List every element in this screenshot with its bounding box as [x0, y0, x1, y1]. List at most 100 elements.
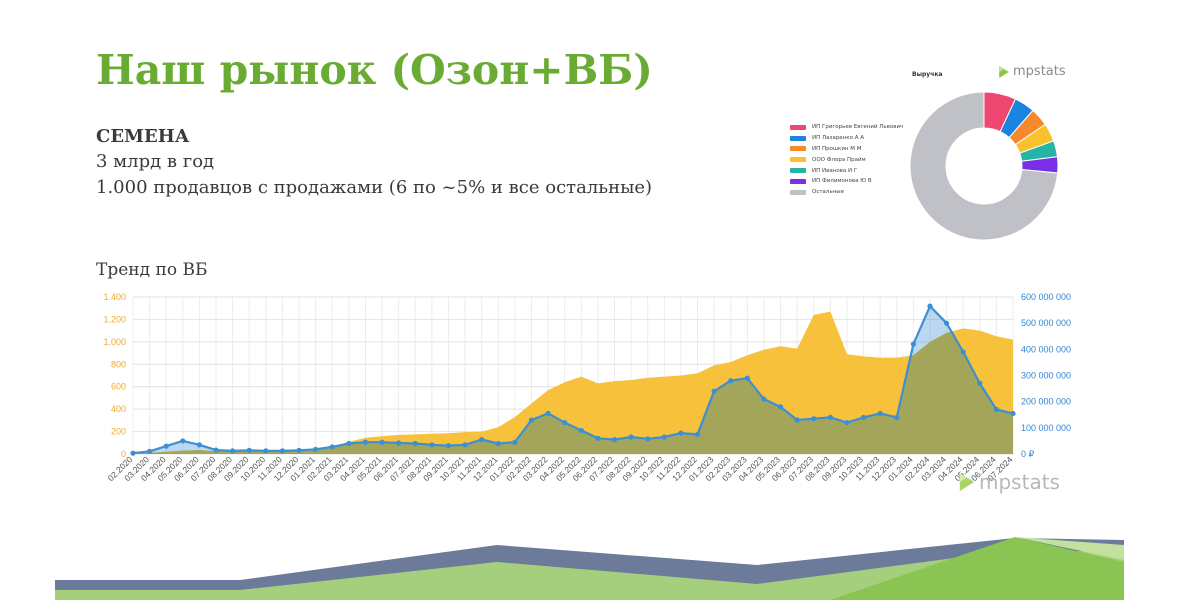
right-tick-label: 500 000 000	[1021, 318, 1071, 328]
revenue-point-04.2020	[163, 443, 169, 449]
revenue-point-09.2023	[844, 420, 850, 426]
revenue-point-05.2024	[977, 380, 983, 386]
revenue-point-11.2020	[279, 448, 286, 454]
revenue-point-02.2022	[528, 417, 535, 423]
legend-label: ИП Иванова И Г	[812, 167, 858, 174]
legend-item-5: ИП Филимонова Ю В	[790, 176, 903, 187]
brand-logo-top: mpstats	[998, 64, 1066, 79]
legend-label: ООО Флора Прайм	[812, 156, 866, 163]
left-tick-label: 400	[111, 404, 126, 414]
revenue-point-04.2021	[362, 439, 369, 445]
revenue-point-11.2021	[479, 437, 485, 443]
donut-svg	[909, 91, 1059, 241]
revenue-point-05.2022	[578, 427, 584, 434]
legend-item-1: ИП Лазаренко А А	[790, 133, 903, 144]
info-heading: СЕМЕНА	[96, 126, 190, 147]
revenue-point-06.2024	[993, 406, 999, 413]
legend-item-2: ИП Прошкин М М	[790, 144, 903, 155]
right-axis-ticks: 0 ₽ 100 000 000 200 000 000 300 000 000 400 …	[1021, 292, 1071, 459]
revenue-point-07.2023	[811, 416, 817, 422]
legend-swatch	[790, 157, 806, 163]
revenue-point-10.2020	[263, 448, 269, 454]
right-tick-label: 0 ₽	[1021, 449, 1035, 459]
info-line-sellers: 1.000 продавцов с продажами (6 по ~5% и …	[96, 177, 653, 198]
brand-name-bottom: mpstats	[979, 470, 1060, 494]
left-tick-label: 200	[111, 427, 126, 437]
revenue-point-03.2024	[943, 320, 950, 326]
revenue-point-03.2020	[147, 448, 153, 454]
legend-label: Остальные	[812, 189, 845, 196]
revenue-point-09.2020	[246, 447, 252, 453]
revenue-point-04.2024	[960, 349, 966, 355]
left-tick-label: 1.000	[103, 337, 126, 347]
left-axis-ticks: 0 200 400 600 800 1.000 1.200 1.400	[103, 292, 126, 459]
donut-slice-6	[909, 91, 1059, 241]
mpstats-logo-icon	[999, 65, 1009, 78]
revenue-point-12.2022	[694, 431, 701, 437]
right-tick-label: 400 000 000	[1021, 344, 1071, 354]
revenue-point-01.2023	[711, 388, 717, 394]
revenue-point-07.2021	[412, 440, 418, 447]
revenue-point-01.2022	[512, 439, 518, 445]
legend-swatch	[790, 146, 806, 152]
left-tick-label: 0	[121, 449, 126, 459]
footer-light-green-band	[55, 550, 1124, 600]
legend-label: ИП Лазаренко А А	[812, 135, 864, 142]
revenue-point-04.2023	[761, 396, 767, 402]
footer-green-peak	[830, 537, 1124, 600]
revenue-points	[130, 303, 1016, 456]
revenue-point-11.2022	[678, 430, 684, 436]
revenue-point-06.2021	[396, 440, 402, 446]
left-tick-label: 800	[111, 359, 126, 369]
revenue-point-09.2022	[645, 436, 651, 442]
revenue-line	[132, 305, 1014, 455]
brand-name-top: mpstats	[1013, 64, 1066, 79]
revenue-point-12.2020	[296, 447, 302, 453]
trend-label: Тренд по ВБ	[96, 260, 208, 280]
legend-label: ИП Филимонова Ю В	[812, 178, 872, 185]
legend-item-3: ООО Флора Прайм	[790, 154, 903, 165]
left-tick-label: 600	[111, 382, 126, 392]
revenue-point-07.2020	[213, 447, 219, 453]
revenue-point-05.2020	[180, 438, 186, 444]
revenue-point-03.2021	[346, 440, 352, 447]
revenue-point-11.2023	[877, 410, 883, 417]
revenue-point-04.2022	[562, 420, 568, 426]
revenue-point-08.2020	[230, 448, 236, 454]
revenue-point-01.2024	[910, 341, 916, 347]
revenue-point-12.2023	[894, 414, 900, 420]
revenue-point-02.2024	[927, 303, 933, 309]
right-tick-label: 100 000 000	[1021, 423, 1071, 433]
revenue-point-02.2023	[728, 378, 734, 384]
revenue-point-03.2023	[744, 375, 750, 381]
revenue-point-05.2021	[379, 439, 385, 445]
mpstats-logo-icon	[959, 473, 975, 491]
legend-swatch	[790, 135, 806, 141]
revenue-point-06.2022	[595, 435, 601, 441]
slide-title: Наш рынок (Озон+ВБ)	[96, 46, 653, 94]
revenue-point-09.2021	[445, 443, 452, 449]
legend-swatch	[790, 178, 806, 184]
legend-item-6: Остальные	[790, 187, 903, 198]
revenue-point-06.2023	[794, 417, 800, 423]
legend-item-0: ИП Григорьев Евгений Львович	[790, 122, 903, 133]
revenue-point-08.2022	[628, 434, 634, 440]
revenue-point-08.2021	[429, 442, 435, 448]
info-line-revenue: 3 млрд в год	[96, 151, 215, 172]
footer-light-peak	[1015, 537, 1124, 560]
info-block: СЕМЕНА 3 млрд в год 1.000 продавцов с пр…	[96, 124, 652, 201]
right-tick-label: 200 000 000	[1021, 397, 1071, 407]
revenue-point-08.2023	[827, 414, 833, 420]
legend-label: ИП Прошкин М М	[812, 145, 862, 152]
revenue-point-10.2021	[462, 442, 468, 448]
right-tick-label: 600 000 000	[1021, 292, 1071, 302]
revenue-point-10.2023	[860, 414, 867, 420]
revenue-point-12.2021	[495, 440, 501, 447]
legend-label: ИП Григорьев Евгений Львович	[812, 124, 904, 131]
legend-item-4: ИП Иванова И Г	[790, 165, 903, 176]
trend-chart: 0 200 400 600 800 1.000 1.200 1.400 0 ₽ 100 000 0…	[103, 292, 1071, 483]
revenue-point-02.2020	[130, 450, 136, 456]
revenue-point-03.2022	[545, 410, 551, 417]
legend-swatch	[790, 189, 806, 195]
left-tick-label: 1.400	[103, 292, 126, 302]
